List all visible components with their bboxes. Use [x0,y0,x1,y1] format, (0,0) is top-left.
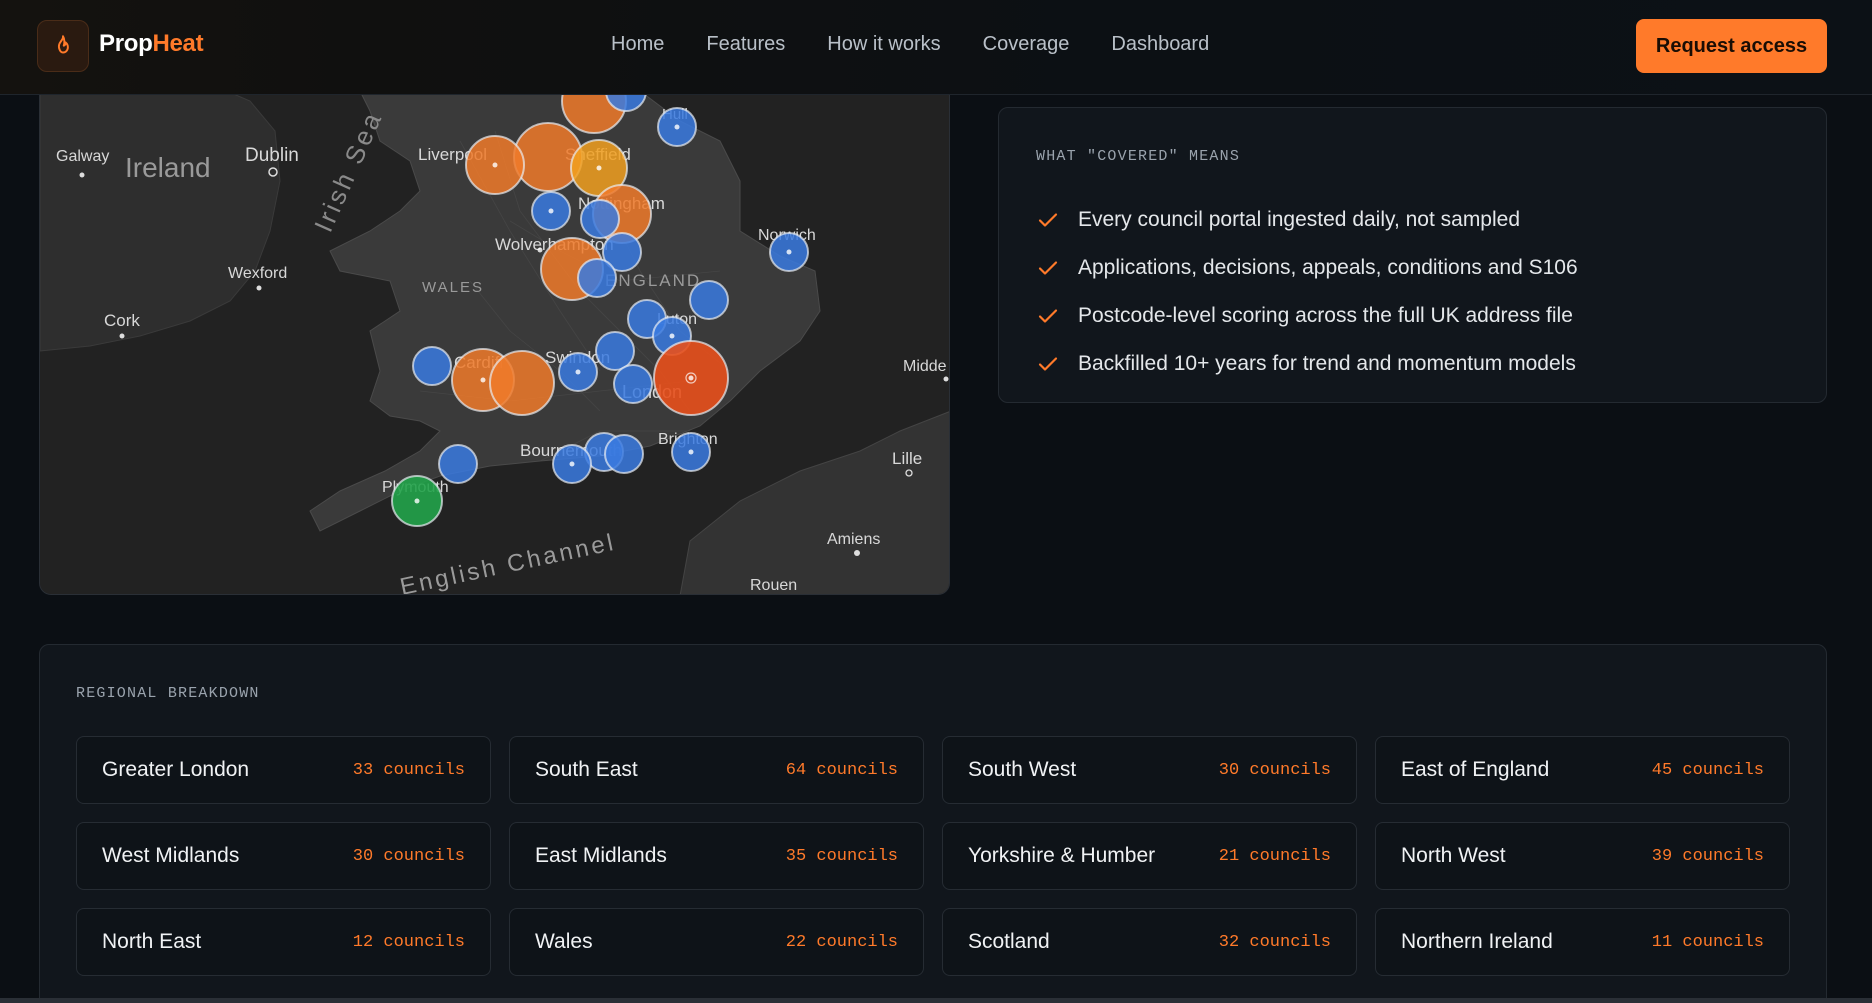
region-name: Greater London [102,758,250,781]
region-count: 45 councils [1651,760,1764,780]
region-tile[interactable]: Scotland 32 councils [942,908,1357,976]
brand-name[interactable]: PropHeat [99,30,204,58]
region-tile[interactable]: South East 64 councils [509,736,924,804]
logo-flame-icon[interactable] [37,20,89,72]
region-name: Scotland [968,930,1050,953]
covered-item: Postcode-level scoring across the full U… [1036,292,1578,340]
regional-grid: Greater London 33 councils South East 64 c… [76,736,1790,976]
region-tile[interactable]: Northern Ireland 11 councils [1375,908,1790,976]
region-name: East of England [1401,758,1550,781]
nav-link-how-it-works[interactable]: How it works [827,33,941,55]
map-bubble-blue[interactable] [604,434,644,474]
map-label-rouen: Rouen [750,577,797,594]
region-tile[interactable]: North West 39 councils [1375,822,1790,890]
map-label-england: ENGLAND [605,271,701,290]
region-tile[interactable]: North East 12 councils [76,908,491,976]
covered-item: Applications, decisions, appeals, condit… [1036,244,1578,292]
check-icon [1038,213,1058,227]
covered-title: WHAT "COVERED" MEANS [1036,148,1241,165]
covered-list: Every council portal ingested daily, not… [1036,196,1578,388]
covered-item-text: Applications, decisions, appeals, condit… [1078,256,1578,279]
region-name: Northern Ireland [1401,930,1553,953]
covered-item: Every council portal ingested daily, not… [1036,196,1578,244]
regional-breakdown: REGIONAL BREAKDOWN Greater London 33 coun… [39,644,1827,1003]
region-tile[interactable]: East Midlands 35 councils [509,822,924,890]
horizontal-scrollbar[interactable] [0,998,1872,1003]
region-count: 64 councils [785,760,898,780]
covered-item: Backfilled 10+ years for trend and momen… [1036,340,1578,388]
map-bubble-orange[interactable] [513,122,583,192]
map-label-wexford: Wexford [228,265,287,282]
region-count: 30 councils [1218,760,1331,780]
check-icon [1038,261,1058,275]
region-tile[interactable]: Wales 22 councils [509,908,924,976]
region-tile[interactable]: Greater London 33 councils [76,736,491,804]
map-bubble-blue[interactable] [580,199,620,239]
flame-icon [57,35,69,54]
map-bubble-blue[interactable] [412,346,452,386]
region-tile[interactable]: West Midlands 30 councils [76,822,491,890]
region-name: West Midlands [102,844,240,867]
map-bubble-blue[interactable] [613,364,653,404]
region-count: 35 councils [785,846,898,866]
region-count: 11 councils [1651,932,1764,952]
covered-item-text: Backfilled 10+ years for trend and momen… [1078,352,1576,375]
map-label-amiens: Amiens [827,531,880,548]
map-label-wales: WALES [422,279,484,296]
map-label-galway: Galway [56,148,109,165]
nav-link-home[interactable]: Home [611,33,665,55]
top-navbar: PropHeat Home Features How it works Cove… [0,0,1872,95]
coverage-map[interactable]: Galway Ireland Dublin Wexford Cork Irish… [39,70,950,595]
covered-card: WHAT "COVERED" MEANS Every council porta… [998,107,1827,403]
request-access-button[interactable]: Request access [1636,19,1827,73]
region-name: Wales [535,930,593,953]
map-bubble-blue[interactable] [595,331,635,371]
nav-links: Home Features How it works Coverage Dash… [611,33,1251,56]
brand-part-2: Heat [152,30,204,57]
region-count: 39 councils [1651,846,1764,866]
nav-link-features[interactable]: Features [706,33,786,55]
map-label-lille: Lille [892,449,922,468]
map-label-dublin: Dublin [245,145,299,166]
region-count: 21 councils [1218,846,1331,866]
check-icon [1038,357,1058,371]
map-label-cork: Cork [104,311,140,330]
regional-title: REGIONAL BREAKDOWN [76,685,260,702]
region-name: South West [968,758,1077,781]
map-bubble-blue[interactable] [438,444,478,484]
region-name: Yorkshire & Humber [968,844,1156,867]
region-name: East Midlands [535,844,667,867]
check-icon [1038,309,1058,323]
map-label-ireland: Ireland [125,152,211,183]
map-bubble-blue[interactable] [602,232,642,272]
region-tile[interactable]: Yorkshire & Humber 21 councils [942,822,1357,890]
map-bubble-blue[interactable] [689,280,729,320]
region-name: North East [102,930,202,953]
region-count: 12 councils [352,932,465,952]
region-count: 30 councils [352,846,465,866]
region-count: 33 councils [352,760,465,780]
region-name: North West [1401,844,1506,867]
region-tile[interactable]: South West 30 councils [942,736,1357,804]
region-tile[interactable]: East of England 45 councils [1375,736,1790,804]
map-label-middelburg: Midde [903,358,947,375]
map-bubble-blue[interactable] [577,258,617,298]
map-canvas: Galway Ireland Dublin Wexford Cork Irish… [40,71,949,594]
brand-part-1: Prop [99,30,153,57]
nav-link-dashboard[interactable]: Dashboard [1111,33,1210,55]
region-count: 32 councils [1218,932,1331,952]
region-name: South East [535,758,638,781]
covered-item-text: Every council portal ingested daily, not… [1078,208,1521,231]
region-count: 22 councils [785,932,898,952]
nav-link-coverage[interactable]: Coverage [982,33,1070,55]
covered-item-text: Postcode-level scoring across the full U… [1078,304,1573,327]
map-bubble-orange[interactable] [489,350,555,416]
